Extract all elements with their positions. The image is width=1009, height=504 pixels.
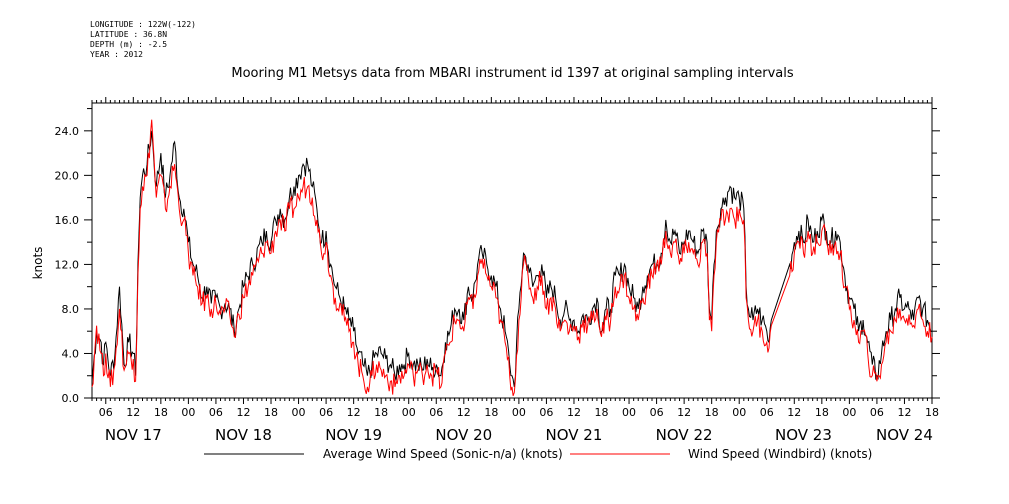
x-tick-label: 12 xyxy=(457,406,471,419)
latitude-label: LATITUDE : 36.8N xyxy=(90,30,168,39)
x-tick-label: 12 xyxy=(347,406,361,419)
legend-label-windbird: Wind Speed (Windbird) (knots) xyxy=(688,447,872,461)
x-tick-label: 18 xyxy=(484,406,498,419)
x-tick-label: 06 xyxy=(870,406,884,419)
date-label: NOV 20 xyxy=(435,426,492,444)
x-tick-label: 00 xyxy=(402,406,416,419)
x-tick-label: 00 xyxy=(292,406,306,419)
y-tick-label: 16.0 xyxy=(55,214,80,227)
x-tick-label: 18 xyxy=(705,406,719,419)
date-label: NOV 19 xyxy=(325,426,382,444)
plot-frame xyxy=(91,102,933,399)
date-label: NOV 22 xyxy=(656,426,713,444)
longitude-label: LONGITUDE : 122W(-122) xyxy=(90,20,196,29)
x-tick-label: 00 xyxy=(512,406,526,419)
y-tick-label: 20.0 xyxy=(55,169,80,182)
depth-label: DEPTH (m) : -2.5 xyxy=(90,40,168,49)
x-tick-label: 18 xyxy=(815,406,829,419)
date-label: NOV 24 xyxy=(876,426,933,444)
y-tick-label: 8.0 xyxy=(62,303,80,316)
date-label: NOV 17 xyxy=(105,426,162,444)
x-tick-label: 06 xyxy=(429,406,443,419)
x-tick-label: 18 xyxy=(264,406,278,419)
year-label: YEAR : 2012 xyxy=(90,50,143,59)
chart-title: Mooring M1 Metsys data from MBARI instru… xyxy=(231,66,794,81)
x-tick-label: 06 xyxy=(650,406,664,419)
x-tick-label: 12 xyxy=(677,406,691,419)
legend-label-average: Average Wind Speed (Sonic-n/a) (knots) xyxy=(323,447,563,461)
x-tick-label: 12 xyxy=(567,406,581,419)
series-line-average-wind-speed xyxy=(91,130,933,387)
metadata-block: LONGITUDE : 122W(-122) LATITUDE : 36.8N … xyxy=(90,20,196,60)
x-tick-label: 12 xyxy=(236,406,250,419)
chart-title-wrap: Mooring M1 Metsys data from MBARI instru… xyxy=(0,66,1009,81)
x-tick-label: 12 xyxy=(897,406,911,419)
x-tick-label: 00 xyxy=(732,406,746,419)
x-tick-label: 00 xyxy=(842,406,856,419)
y-tick-label: 12.0 xyxy=(55,258,80,271)
x-tick-label: 12 xyxy=(787,406,801,419)
date-label: NOV 18 xyxy=(215,426,272,444)
date-label: NOV 21 xyxy=(546,426,603,444)
x-tick-label: 12 xyxy=(126,406,140,419)
x-tick-label: 00 xyxy=(181,406,195,419)
y-tick-label: 4.0 xyxy=(62,347,80,360)
y-tick-label: 24.0 xyxy=(55,125,80,138)
x-tick-label: 18 xyxy=(154,406,168,419)
axis-labels: 0.0 4.0 8.0 12.0 16.0 20.0 24.0 06 12 18 00 06 12 18 0… xyxy=(55,125,940,444)
series-layer xyxy=(91,119,933,396)
legend: Average Wind Speed (Sonic-n/a) (knots) Wi… xyxy=(204,447,872,461)
x-tick-label: 18 xyxy=(595,406,609,419)
x-tick-label: 18 xyxy=(374,406,388,419)
date-label: NOV 23 xyxy=(775,426,832,444)
x-tick-label: 00 xyxy=(622,406,636,419)
series-line-windbird-wind-speed xyxy=(91,119,933,396)
y-axis-label: knots xyxy=(31,247,45,280)
x-tick-label: 06 xyxy=(319,406,333,419)
x-tick-label: 06 xyxy=(209,406,223,419)
plot-border xyxy=(91,102,933,399)
x-tick-label: 06 xyxy=(760,406,774,419)
y-tick-label: 0.0 xyxy=(62,392,80,405)
x-tick-label: 06 xyxy=(539,406,553,419)
x-tick-label: 18 xyxy=(925,406,939,419)
axis-ticks xyxy=(84,97,940,404)
x-tick-label: 06 xyxy=(99,406,113,419)
